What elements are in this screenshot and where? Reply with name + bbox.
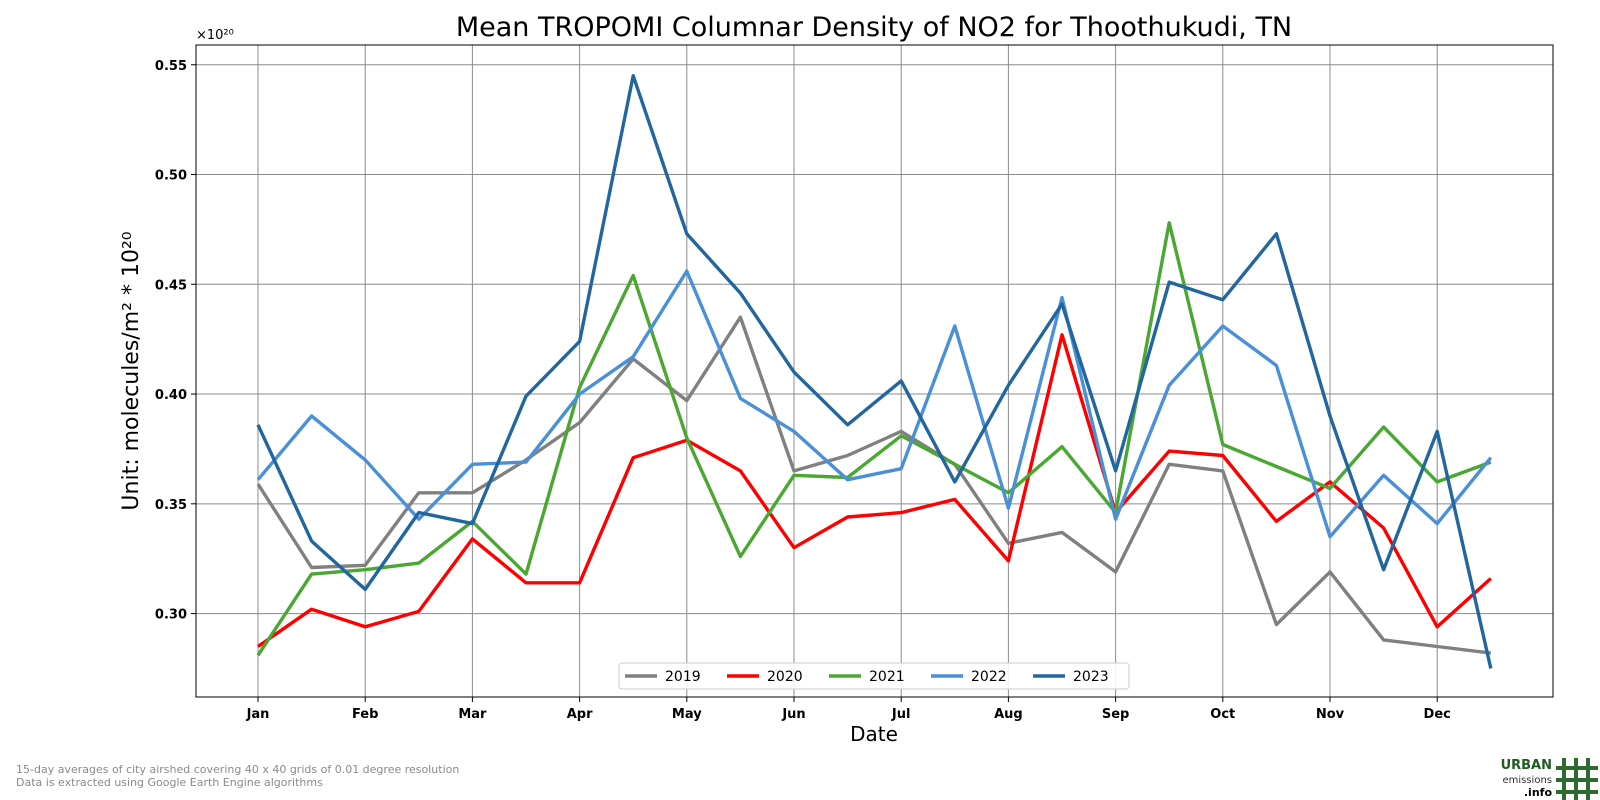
series-line-2022 [256, 269, 1493, 539]
legend: 2019 2020 2021 2022 2023 [618, 662, 1130, 690]
y-axis-label: Unit: molecules/m² * 10²⁰ [119, 231, 144, 510]
x-tick-label: Sep [1102, 707, 1130, 722]
y-axis-multiplier: ×10²⁰ [196, 28, 234, 43]
x-tick-label: Apr [567, 707, 593, 722]
y-tick-label: 0.50 [155, 169, 187, 184]
x-axis-ticks: Jan Feb Mar Apr May Jun Jul Aug Sep Oct Nov Dec [246, 697, 1451, 722]
logo-line-2: emissions [1502, 775, 1552, 786]
plot-frame [195, 44, 1554, 698]
logo-grid-icon [1556, 758, 1598, 800]
y-tick-label: 0.35 [155, 498, 187, 513]
urban-emissions-logo: URBAN emissions .info [1501, 758, 1598, 800]
grid [196, 45, 1553, 697]
legend-label-2023: 2023 [1073, 669, 1109, 685]
x-tick-label: Jun [781, 707, 805, 722]
logo-line-1: URBAN [1501, 758, 1552, 773]
x-tick-label: Nov [1316, 707, 1345, 722]
logo-line-3: .info [1524, 786, 1553, 799]
series-layer [256, 73, 1493, 669]
x-tick-label: Aug [994, 707, 1023, 722]
x-tick-label: Feb [352, 707, 378, 722]
x-tick-label: May [672, 707, 702, 722]
legend-label-2021: 2021 [869, 669, 905, 685]
series-line-2023 [256, 73, 1493, 669]
legend-box [618, 662, 1130, 690]
series-line-2019 [256, 315, 1492, 655]
y-tick-label: 0.55 [155, 59, 187, 74]
x-tick-label: Jan [246, 707, 270, 722]
x-tick-label: Dec [1424, 707, 1451, 722]
x-tick-label: Jul [891, 707, 911, 722]
footnote-line-2: Data is extracted using Google Earth Eng… [16, 776, 323, 789]
series-line-2021 [256, 221, 1492, 657]
x-axis-label: Date [850, 722, 898, 746]
chart-title: Mean TROPOMI Columnar Density of NO2 for… [456, 12, 1292, 43]
footnote-line-1: 15-day averages of city airshed covering… [16, 763, 460, 776]
legend-label-2019: 2019 [665, 669, 701, 685]
x-tick-label: Oct [1210, 707, 1235, 722]
legend-label-2020: 2020 [767, 669, 803, 685]
y-tick-label: 0.40 [155, 388, 187, 403]
y-tick-label: 0.30 [155, 608, 187, 623]
y-tick-label: 0.45 [155, 278, 187, 293]
legend-label-2022: 2022 [971, 669, 1007, 685]
x-tick-label: Mar [458, 707, 487, 722]
series-line-2020 [257, 333, 1492, 648]
y-axis-ticks: 0.30 0.35 0.40 0.45 0.50 0.55 [155, 59, 196, 623]
